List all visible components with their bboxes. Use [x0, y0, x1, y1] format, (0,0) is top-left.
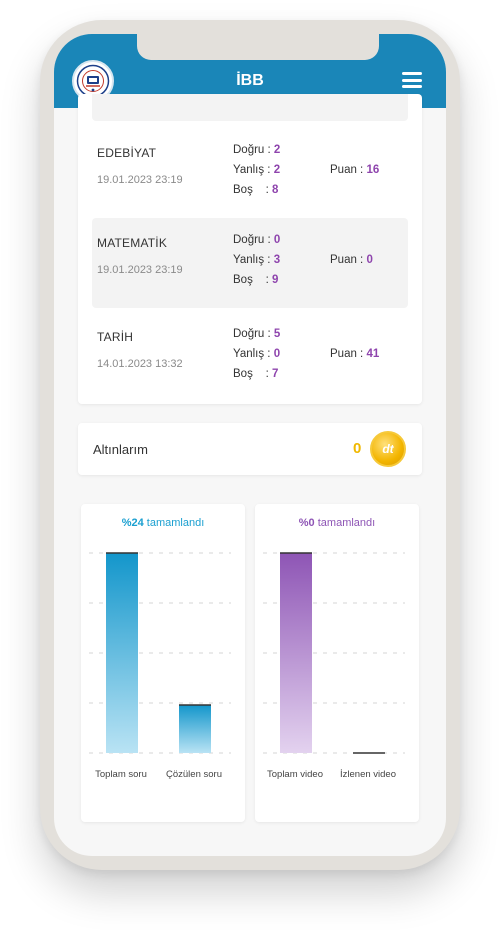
result-date: 19.01.2023 23:19: [97, 174, 183, 186]
puan-stat: Puan : 41: [330, 348, 380, 360]
subject-name: MATEMATİK: [97, 236, 168, 250]
yanlis-stat: Yanlış : 0: [233, 348, 281, 360]
chart-title: %24 tamamlandı: [121, 517, 205, 529]
result-date: 19.01.2023 23:19: [97, 264, 183, 276]
puan-stat: Puan : 16: [330, 164, 380, 176]
subject-name: TARİH: [97, 330, 134, 344]
x-tick-label: Toplam video: [267, 769, 323, 780]
subject-name: EDEBİYAT: [97, 146, 157, 160]
dogru-stat: Doğru : 0: [233, 234, 281, 246]
x-tick-label: İzlenen video: [340, 769, 396, 780]
result-date: 14.01.2023 13:32: [97, 358, 183, 370]
puan-stat: Puan : 0: [330, 254, 373, 266]
dogru-stat: Doğru : 5: [233, 328, 281, 340]
bar-2: [179, 705, 211, 753]
questions-progress-chart: %24 tamamlandı Toplam soru Çözülen soru: [81, 504, 245, 822]
bar-1: [280, 553, 312, 753]
gold-label: Altınlarım: [93, 442, 148, 457]
x-tick-label: Toplam soru: [95, 769, 147, 780]
dogru-stat: Doğru : 2: [233, 144, 281, 156]
gold-coin-icon: dt: [370, 431, 406, 467]
bos-stat: Boş : 8: [233, 184, 279, 196]
yanlis-stat: Yanlış : 2: [233, 164, 281, 176]
videos-progress-chart: %0 tamamlandı Toplam video İzlenen video: [255, 504, 419, 822]
exam-results-card: EDEBİYAT 19.01.2023 23:19 Doğru : 2 Yanl…: [78, 94, 422, 404]
result-row-edebiyat[interactable]: EDEBİYAT 19.01.2023 23:19 Doğru : 2 Yanl…: [92, 128, 408, 218]
hamburger-menu-icon[interactable]: [402, 72, 422, 88]
result-row-matematik[interactable]: MATEMATİK 19.01.2023 23:19 Doğru : 0 Yan…: [92, 218, 408, 308]
yanlis-stat: Yanlış : 3: [233, 254, 281, 266]
videos-bar-chart: [263, 552, 405, 754]
previous-result-row[interactable]: [92, 94, 408, 121]
bar-1: [106, 553, 138, 753]
x-tick-label: Çözülen soru: [166, 769, 222, 780]
result-row-tarih[interactable]: TARİH 14.01.2023 13:32 Doğru : 5 Yanlış …: [92, 312, 408, 402]
app-title: İBB: [236, 72, 264, 89]
gold-value: 0: [353, 440, 362, 457]
app-screen: İBB EDEBİYAT 19.01.2023 23:19 Doğru : 2 …: [54, 34, 446, 856]
questions-bar-chart: [89, 552, 231, 754]
gold-card[interactable]: Altınlarım 0 dt: [78, 423, 422, 475]
bos-stat: Boş : 7: [233, 368, 279, 380]
bos-stat: Boş : 9: [233, 274, 279, 286]
chart-title: %0 tamamlandı: [298, 517, 376, 529]
phone-notch: [137, 34, 379, 60]
